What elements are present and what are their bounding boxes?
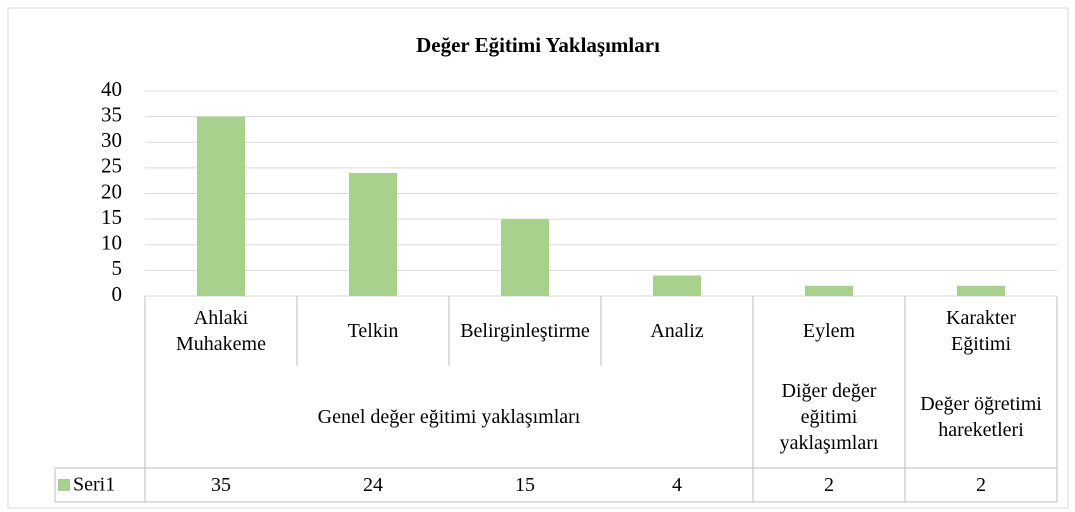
y-tick-label: 0: [112, 282, 123, 306]
bar: [349, 173, 397, 296]
y-tick-label: 5: [112, 256, 123, 280]
legend-label: Seri1: [73, 474, 115, 496]
chart-border: [7, 7, 1069, 509]
category-label: Telkin: [347, 320, 399, 342]
category-label: Belirginleştirme: [460, 320, 590, 342]
group-label: Diğer değer eğitimi yaklaşımları: [779, 380, 879, 454]
category-label: Ahlaki Muhakeme: [176, 307, 266, 355]
y-tick-label: 40: [101, 77, 122, 101]
table-value: 35: [211, 474, 231, 496]
group-label: Değer öğretimi hareketleri: [920, 393, 1042, 441]
category-label: Karakter Eğitimi: [946, 307, 1016, 355]
bar: [957, 285, 1005, 296]
category-label: Eylem: [802, 320, 856, 342]
bar: [805, 285, 853, 296]
group-label: Genel değer eğitimi yaklaşımları: [317, 406, 581, 428]
y-tick-label: 35: [101, 102, 122, 126]
table-value: 2: [824, 474, 834, 496]
category-label: Analiz: [650, 320, 704, 342]
y-tick-label: 30: [101, 128, 122, 152]
table-value: 24: [363, 474, 383, 496]
bar: [197, 116, 245, 296]
table-value: 4: [672, 474, 682, 496]
chart-title: Değer Eğitimi Yaklaşımları: [416, 33, 660, 57]
table-value: 2: [976, 474, 986, 496]
y-tick-label: 15: [101, 205, 122, 229]
bar: [653, 275, 701, 296]
y-tick-label: 20: [101, 179, 122, 203]
y-tick-label: 10: [101, 231, 122, 255]
bar: [501, 219, 549, 296]
table-value: 15: [515, 474, 535, 496]
legend-key: [58, 479, 70, 491]
y-tick-label: 25: [101, 154, 122, 178]
